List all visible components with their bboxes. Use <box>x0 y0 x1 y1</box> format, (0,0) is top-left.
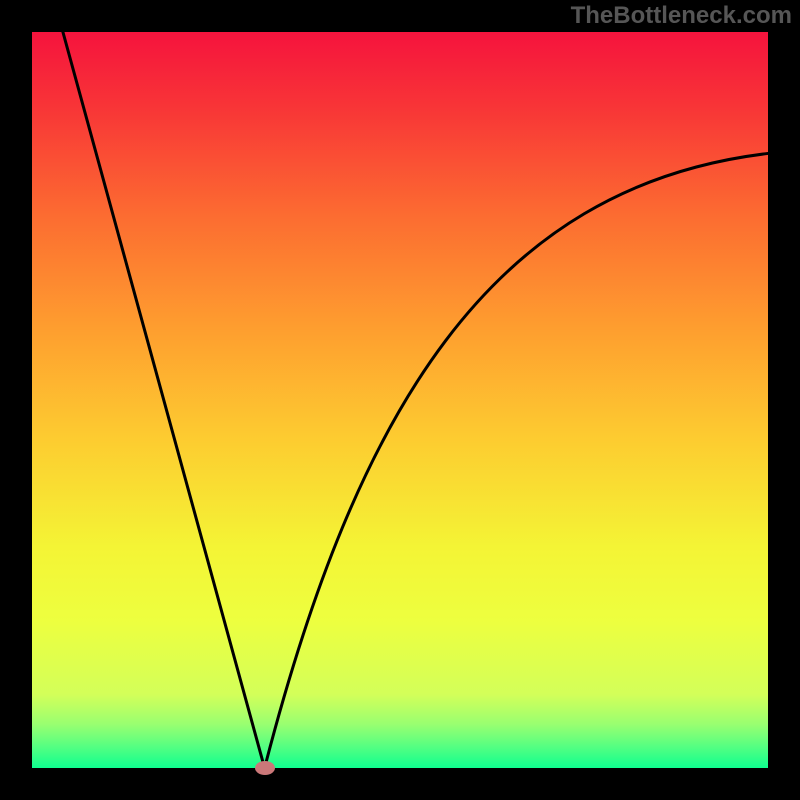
chart-frame: TheBottleneck.com <box>0 0 800 800</box>
optimum-marker <box>255 761 275 775</box>
plot-area <box>32 32 768 768</box>
bottleneck-curve <box>32 32 768 768</box>
watermark-text: TheBottleneck.com <box>571 2 792 30</box>
